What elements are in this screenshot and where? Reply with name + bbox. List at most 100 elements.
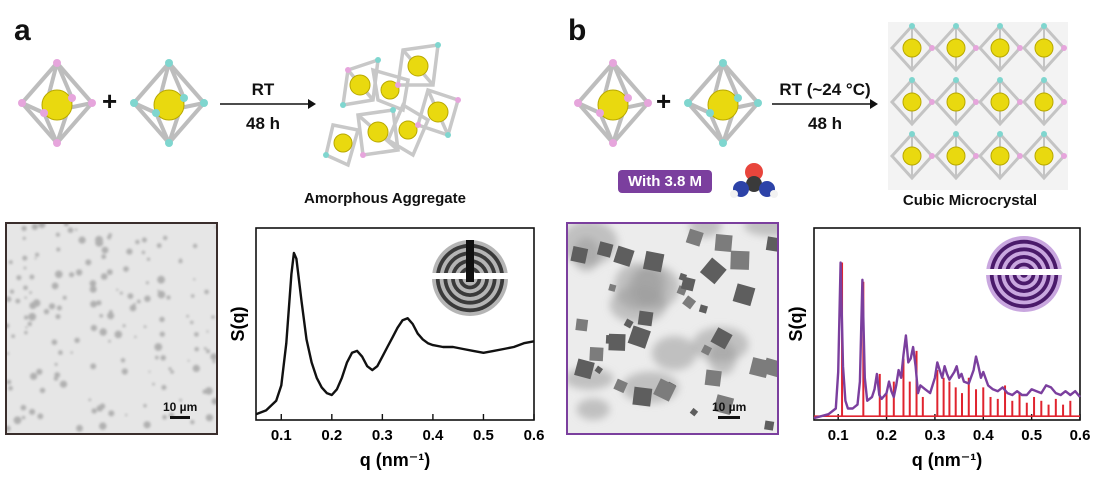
aggregate-speck [123,266,129,272]
aggregate-speck [133,303,136,306]
aggregate-speck [206,349,210,354]
crystal-cube [680,276,696,292]
aggregate-speck [54,362,58,366]
lattice-cage [977,77,1023,127]
aggregate-speck [157,275,166,284]
aggregate-speck [160,355,166,361]
crystal-cube [608,283,617,292]
aggregate-speck [29,408,36,415]
scalebar-b-label: 10 µm [712,400,747,414]
aggregate-speck [43,308,50,315]
aggregate-speck [143,404,147,408]
aggregate-speck [8,386,13,391]
product-caption-a: Amorphous Aggregate [304,190,466,207]
reactant-cage-b1 [574,59,652,147]
x-tick-label: 0.3 [924,427,945,444]
aggregate-speck [109,310,113,314]
crystal-cube [765,236,777,252]
aggregate-speck [36,368,43,375]
reaction-condition-b-temp: RT (~24 °C) [779,80,871,99]
aggregate-speck [35,252,40,257]
crystal-cube [685,228,704,247]
plus-sign-b: + [656,86,672,116]
reaction-condition-b-time: 48 h [807,114,843,133]
crystal-cube [764,420,775,431]
crystal-cube [653,378,677,402]
aggregate-speck [89,285,97,293]
aggregate-speck [31,224,39,230]
aggregate-speck [129,304,137,312]
aggregate-speck [159,316,165,323]
aggregate-speck [69,272,75,278]
aggregate-speck [101,246,109,254]
aggregate-speck [22,236,26,240]
aggregate-speck [95,235,103,244]
urea-molecule-icon [730,163,778,198]
crystal-cube [575,318,589,332]
aggregate-speck [38,224,46,229]
aggregate-speck [99,422,107,430]
aggregate-speck [59,380,68,388]
aggregate-speck [25,326,28,329]
panel-letter-b: b [568,14,587,47]
aggregate-speck [28,312,37,321]
aggregate-speck [99,328,107,336]
scattering-pattern-inset [986,236,1062,312]
crystal-cube [642,250,665,273]
aggregate-speck [191,294,195,298]
reactant-cage-a1 [18,59,96,147]
aggregate-speck [206,330,209,333]
aggregate-speck [141,237,147,243]
aggregate-speck [96,300,102,306]
crystal-shadow [651,336,697,371]
aggregate-speck [214,225,216,229]
crystal-cube [637,310,654,327]
panel-letter-a: a [14,14,31,47]
reaction-condition-a-temp: RT [251,80,275,99]
aggregate-speck [114,330,123,339]
aggregate-speck [193,278,196,281]
crystal-cube [613,245,635,267]
reactant-cage-a2 [130,59,208,147]
plot-frame [813,227,1081,421]
aggregate-speck [211,398,216,405]
aggregate-speck [143,325,147,328]
aggregate-speck [30,372,38,380]
aggregate-speck [101,254,107,260]
aggregate-speck [34,257,37,260]
x-tick-label: 0.5 [1021,427,1042,444]
aggregate-speck [116,288,119,291]
aggregate-speck [205,414,213,422]
aggregate-speck [27,321,32,327]
aggregate-speck [155,355,159,360]
lattice-cage [889,131,935,181]
aggregate-speck [74,337,80,343]
x-tick-label: 0.1 [271,427,292,444]
aggregate-speck [179,398,183,402]
lattice-cage [933,23,979,73]
aggregate-speck [24,315,29,320]
crystal-shadow [708,340,737,376]
aggregate-speck [187,359,190,362]
x-tick-label: 0.2 [876,427,897,444]
crystal-cube [594,365,604,375]
series-line [255,251,535,416]
aggregate-speck [23,285,28,291]
reaction-arrow-a [220,99,316,109]
aggregate-speck [168,367,172,371]
scalebar-a-line [170,416,190,419]
y-axis-label: S(q) [786,307,806,342]
lattice-cage [889,23,935,73]
series-line [813,261,1081,420]
aggregate-speck [108,410,115,417]
x-tick-label: 0.4 [973,427,995,444]
aggregate-speck [32,299,41,307]
crystal-cube [699,257,727,285]
aggregate-speck [194,332,199,337]
aggregate-speck [55,232,61,237]
aggregate-speck [212,360,216,364]
chart-a: 0.1 0.2 0.3 0.4 0.5 0.6 q (nm⁻¹) S(q) [228,227,544,470]
aggregate-speck [7,323,10,329]
aggregate-speck [204,289,209,295]
aggregate-speck [56,247,61,252]
